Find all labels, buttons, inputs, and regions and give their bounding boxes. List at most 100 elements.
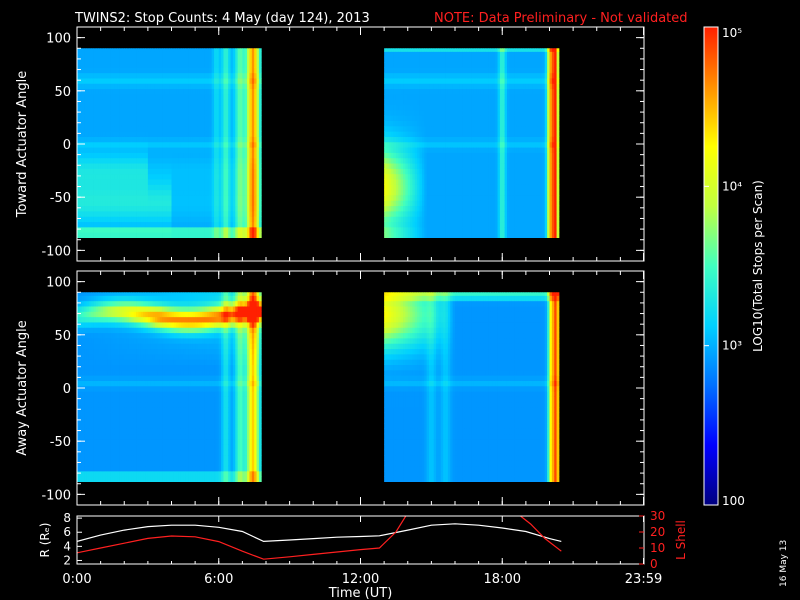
heatmap-cell xyxy=(417,48,420,52)
heatmap-cell xyxy=(166,94,170,100)
heatmap-cell xyxy=(204,226,208,233)
heatmap-cell xyxy=(502,67,506,74)
heatmap-cell xyxy=(485,173,489,180)
heatmap-cell xyxy=(117,99,120,106)
heatmap-cell xyxy=(237,136,241,143)
heatmap-cell xyxy=(388,189,392,196)
heatmap-cell xyxy=(126,99,130,106)
heatmap-cell xyxy=(455,163,458,169)
heatmap-cell xyxy=(388,195,392,201)
heatmap-cell xyxy=(254,147,257,153)
heatmap-cell xyxy=(112,120,116,127)
heatmap-cell xyxy=(202,152,205,159)
heatmap-cell xyxy=(133,226,137,233)
heatmap-cell xyxy=(495,163,498,169)
heatmap-cell xyxy=(518,168,522,175)
heatmap-cell xyxy=(386,179,390,185)
heatmap-cell xyxy=(464,67,468,74)
heatmap-cell xyxy=(159,99,163,106)
heatmap-cell xyxy=(480,189,484,196)
heatmap-cell xyxy=(450,195,454,201)
heatmap-cell xyxy=(521,184,524,191)
heatmap-cell xyxy=(154,173,158,180)
heatmap-cell xyxy=(176,157,179,164)
heatmap-cell xyxy=(173,78,177,84)
heatmap-cell xyxy=(478,184,482,191)
heatmap-cell xyxy=(180,211,184,217)
heatmap-cell xyxy=(232,168,236,175)
heatmap-cell xyxy=(147,232,151,238)
heatmap-cell xyxy=(225,109,229,116)
heatmap-cell xyxy=(258,168,262,175)
heatmap-cell xyxy=(237,226,241,233)
heatmap-cell xyxy=(464,131,468,137)
heatmap-cell xyxy=(256,216,260,223)
heatmap-cell xyxy=(240,109,243,116)
heatmap-cell xyxy=(518,115,522,121)
heatmap-cell xyxy=(119,163,123,169)
heatmap-cell xyxy=(391,184,394,191)
heatmap-cell xyxy=(523,72,527,79)
heatmap-cell xyxy=(398,205,402,212)
heatmap-cell xyxy=(197,94,201,100)
heatmap-cell xyxy=(214,147,217,153)
heatmap-cell xyxy=(457,141,461,148)
heatmap-cell xyxy=(244,184,248,191)
heatmap-cell xyxy=(93,157,97,164)
heatmap-cell xyxy=(152,51,156,58)
heatmap-cell xyxy=(506,152,510,159)
heatmap-cell xyxy=(178,226,182,233)
heatmap-cell xyxy=(485,131,489,137)
heatmap-cell xyxy=(183,67,187,74)
heatmap-cell xyxy=(199,125,203,132)
heatmap-cell xyxy=(473,78,477,84)
heatmap-cell xyxy=(457,104,461,111)
heatmap-cell xyxy=(258,131,262,137)
heatmap-cell xyxy=(405,48,409,52)
heatmap-cell xyxy=(225,120,229,127)
heatmap-cell xyxy=(443,163,446,169)
heatmap-cell xyxy=(247,115,250,121)
heatmap-cell xyxy=(121,109,125,116)
heatmap-cell xyxy=(447,200,451,207)
heatmap-cell xyxy=(79,205,83,212)
heatmap-cell xyxy=(495,211,498,217)
heatmap-cell xyxy=(254,152,257,159)
heatmap-cell xyxy=(447,104,451,111)
heatmap-cell xyxy=(514,136,517,143)
heatmap-cell xyxy=(223,83,227,90)
heatmap-cell xyxy=(124,211,128,217)
heatmap-cell xyxy=(211,56,215,63)
heatmap-cell xyxy=(77,211,80,217)
heatmap-cell xyxy=(462,184,465,191)
heatmap-cell xyxy=(206,94,210,100)
heatmap-cell xyxy=(403,109,406,116)
heatmap-cell xyxy=(485,62,489,68)
heatmap-cell xyxy=(412,147,416,153)
heatmap-cell xyxy=(136,232,139,238)
heatmap-cell xyxy=(100,120,104,127)
heatmap-cell xyxy=(128,48,132,52)
heatmap-cell xyxy=(128,205,132,212)
heatmap-cell xyxy=(254,168,257,175)
heatmap-cell xyxy=(497,179,501,185)
heatmap-cell xyxy=(488,221,491,228)
heatmap-cell xyxy=(121,62,125,68)
heatmap-cell xyxy=(183,179,187,185)
heatmap-cell xyxy=(228,147,231,153)
heatmap-cell xyxy=(464,109,468,116)
heatmap-cell xyxy=(452,179,456,185)
heatmap-cell xyxy=(199,48,203,52)
heatmap-cell xyxy=(462,168,465,175)
heatmap-cell xyxy=(247,168,250,175)
heatmap-cell xyxy=(497,78,501,84)
heatmap-cell xyxy=(466,104,470,111)
heatmap-cell xyxy=(488,62,491,68)
heatmap-cell xyxy=(77,232,80,238)
heatmap-cell xyxy=(166,136,170,143)
heatmap-cell xyxy=(464,152,468,159)
heatmap-cell xyxy=(188,200,191,207)
heatmap-cell xyxy=(386,62,390,68)
heatmap-cell xyxy=(81,152,85,159)
heatmap-cell xyxy=(223,189,227,196)
